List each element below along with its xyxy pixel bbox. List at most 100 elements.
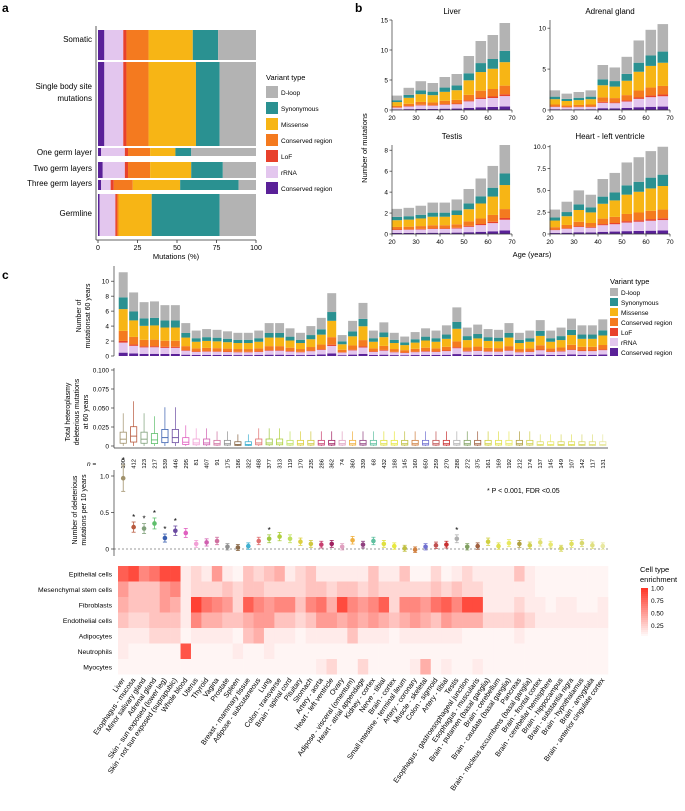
bar-segment xyxy=(191,330,201,339)
heatmap-cell xyxy=(597,612,609,628)
heatmap-cell xyxy=(347,581,359,597)
bar-segment xyxy=(358,353,368,356)
bar-segment xyxy=(415,229,427,233)
heatmap-cell xyxy=(253,612,265,628)
bar-segment xyxy=(389,339,399,344)
heatmap-cell xyxy=(576,597,588,613)
heatmap-cell xyxy=(451,628,463,644)
bar-segment xyxy=(441,350,451,352)
bar-segment xyxy=(577,325,587,335)
heatmap-cell xyxy=(128,643,140,659)
heatmap-cell xyxy=(295,612,306,628)
heatmap-cell xyxy=(587,566,598,582)
bar-segment xyxy=(379,345,389,350)
bar-segment xyxy=(327,320,337,338)
bar-segment xyxy=(463,232,475,234)
heatmap-cell xyxy=(514,566,525,582)
colorbar-step xyxy=(641,624,648,627)
bar-segment xyxy=(561,228,573,229)
bar-segment xyxy=(451,74,463,86)
bar-segment xyxy=(452,354,462,356)
panel-c-label: c xyxy=(2,268,9,282)
bar-segment xyxy=(306,347,316,351)
y-tick-label: 0 xyxy=(105,353,109,360)
heatmap-cell xyxy=(253,566,265,582)
bar-segment xyxy=(585,226,597,228)
panel-b-xlabel: Age (years) xyxy=(513,250,552,259)
heatmap-cell xyxy=(503,566,515,582)
bar-segment xyxy=(587,334,597,339)
subplot-title: Heart - left ventricle xyxy=(575,132,645,141)
heatmap-cell xyxy=(284,612,296,628)
bar-segment xyxy=(421,340,431,348)
heatmap-cell xyxy=(399,659,411,675)
heatmap-cell xyxy=(243,628,254,644)
n-count: 488 xyxy=(257,459,263,469)
heatmap-cell xyxy=(545,597,557,613)
bar-segment xyxy=(487,221,499,224)
cell-type-label: Adipocytes xyxy=(79,633,113,640)
bar-segment xyxy=(427,232,439,234)
rate-point xyxy=(600,543,606,549)
bar-segment xyxy=(160,353,170,356)
heatmap-cell xyxy=(420,628,432,644)
bar-segment xyxy=(452,348,462,355)
bar-segment xyxy=(306,354,316,356)
bar-segment xyxy=(150,148,176,156)
bar-segment xyxy=(487,214,499,222)
heatmap-cell xyxy=(597,566,609,582)
heatmap-cell xyxy=(389,659,400,675)
bar-segment xyxy=(129,344,139,346)
bar-segment xyxy=(264,332,274,338)
heatmap-cell xyxy=(159,628,171,644)
heatmap-cell xyxy=(138,566,150,582)
bar-segment xyxy=(431,354,441,356)
heatmap-cell xyxy=(420,566,432,582)
bar-segment xyxy=(645,95,657,98)
heatmap-cell xyxy=(118,566,129,582)
heatmap-cell xyxy=(430,643,442,659)
bar-segment xyxy=(139,325,149,340)
bar-segment xyxy=(439,202,451,213)
heatmap-cell xyxy=(253,628,265,644)
box xyxy=(474,439,482,446)
bar-segment xyxy=(535,350,545,355)
bar-segment xyxy=(295,355,305,356)
bar-segment xyxy=(573,109,585,110)
bar-segment xyxy=(561,98,573,101)
bar-segment xyxy=(337,352,347,356)
bar-segment xyxy=(609,192,621,201)
bar-segment xyxy=(368,351,378,355)
bar-segment xyxy=(657,174,669,187)
bar-segment xyxy=(431,338,441,342)
colorbar-step xyxy=(641,614,648,617)
bar-segment xyxy=(441,354,451,356)
bar-segment xyxy=(421,347,431,352)
n-count: 235 xyxy=(309,459,315,469)
heatmap-cell xyxy=(441,566,452,582)
bar-segment xyxy=(451,103,463,105)
subplot-title: Liver xyxy=(443,7,461,16)
heatmap-cell xyxy=(503,659,515,675)
heatmap-cell xyxy=(336,643,348,659)
bar-segment xyxy=(597,79,609,86)
bar-segment xyxy=(379,350,389,355)
heatmap-cell xyxy=(357,581,369,597)
rate-point xyxy=(423,544,428,550)
heatmap-cell xyxy=(524,628,536,644)
bar-segment xyxy=(609,98,621,103)
bar-segment xyxy=(285,351,295,352)
rate-point xyxy=(464,544,470,550)
panel-a-chart: Somatic Single body site mutations One germ… xyxy=(27,26,262,252)
heatmap-cell xyxy=(211,597,223,613)
heatmap-cell xyxy=(493,628,505,644)
heatmap-cell xyxy=(409,566,421,582)
legend-swatch xyxy=(266,86,278,98)
cell-type-label: Fibroblasts xyxy=(79,602,113,609)
bar-segment xyxy=(451,228,463,233)
x-tick-label: 60 xyxy=(642,239,650,246)
bar-segment xyxy=(175,148,192,156)
significance-note: * P < 0.001, FDR <0.05 xyxy=(487,488,560,495)
heatmap-cell xyxy=(201,581,213,597)
legend-swatch xyxy=(610,308,618,316)
